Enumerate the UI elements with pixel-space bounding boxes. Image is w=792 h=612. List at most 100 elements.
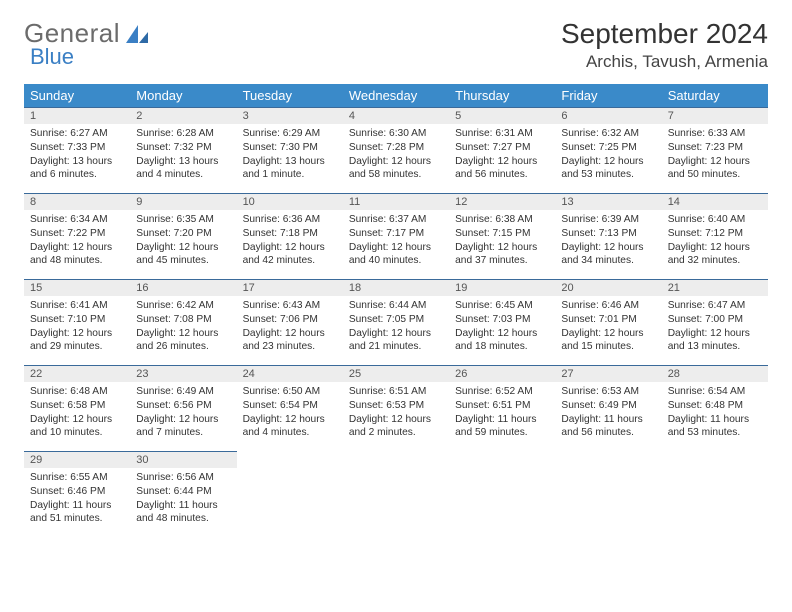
day-number: 15 [24, 280, 130, 296]
day-number: 9 [130, 194, 236, 210]
calendar-row: 8Sunrise: 6:34 AMSunset: 7:22 PMDaylight… [24, 194, 768, 280]
col-tuesday: Tuesday [237, 84, 343, 108]
sunset-line: Sunset: 7:12 PM [668, 227, 762, 241]
day-number: 2 [130, 108, 236, 124]
daylight-line: Daylight: 12 hours and 34 minutes. [561, 241, 655, 269]
sunrise-line: Sunrise: 6:45 AM [455, 299, 549, 313]
sunrise-line: Sunrise: 6:40 AM [668, 213, 762, 227]
sunset-line: Sunset: 7:28 PM [349, 141, 443, 155]
calendar-cell [237, 452, 343, 538]
sunset-line: Sunset: 7:33 PM [30, 141, 124, 155]
sunrise-line: Sunrise: 6:52 AM [455, 385, 549, 399]
sunrise-line: Sunrise: 6:38 AM [455, 213, 549, 227]
sunrise-line: Sunrise: 6:53 AM [561, 385, 655, 399]
day-body: Sunrise: 6:50 AMSunset: 6:54 PMDaylight:… [237, 382, 343, 444]
daylight-line: Daylight: 11 hours and 59 minutes. [455, 413, 549, 441]
calendar-cell: 1Sunrise: 6:27 AMSunset: 7:33 PMDaylight… [24, 108, 130, 194]
daylight-line: Daylight: 12 hours and 45 minutes. [136, 241, 230, 269]
sunrise-line: Sunrise: 6:37 AM [349, 213, 443, 227]
col-wednesday: Wednesday [343, 84, 449, 108]
daylight-line: Daylight: 12 hours and 18 minutes. [455, 327, 549, 355]
calendar-cell: 6Sunrise: 6:32 AMSunset: 7:25 PMDaylight… [555, 108, 661, 194]
day-body: Sunrise: 6:32 AMSunset: 7:25 PMDaylight:… [555, 124, 661, 186]
sunset-line: Sunset: 7:00 PM [668, 313, 762, 327]
daylight-line: Daylight: 12 hours and 2 minutes. [349, 413, 443, 441]
day-number: 23 [130, 366, 236, 382]
calendar-row: 29Sunrise: 6:55 AMSunset: 6:46 PMDayligh… [24, 452, 768, 538]
sunrise-line: Sunrise: 6:51 AM [349, 385, 443, 399]
col-sunday: Sunday [24, 84, 130, 108]
col-monday: Monday [130, 84, 236, 108]
sunset-line: Sunset: 7:32 PM [136, 141, 230, 155]
calendar-cell: 10Sunrise: 6:36 AMSunset: 7:18 PMDayligh… [237, 194, 343, 280]
sunrise-line: Sunrise: 6:35 AM [136, 213, 230, 227]
calendar-cell: 11Sunrise: 6:37 AMSunset: 7:17 PMDayligh… [343, 194, 449, 280]
sunrise-line: Sunrise: 6:34 AM [30, 213, 124, 227]
sunset-line: Sunset: 7:22 PM [30, 227, 124, 241]
sunrise-line: Sunrise: 6:56 AM [136, 471, 230, 485]
sunset-line: Sunset: 7:18 PM [243, 227, 337, 241]
daylight-line: Daylight: 12 hours and 48 minutes. [30, 241, 124, 269]
day-number: 29 [24, 452, 130, 468]
header: General September 2024 Archis, Tavush, A… [24, 18, 768, 72]
day-body: Sunrise: 6:42 AMSunset: 7:08 PMDaylight:… [130, 296, 236, 358]
day-body: Sunrise: 6:48 AMSunset: 6:58 PMDaylight:… [24, 382, 130, 444]
sunrise-line: Sunrise: 6:27 AM [30, 127, 124, 141]
calendar-cell: 3Sunrise: 6:29 AMSunset: 7:30 PMDaylight… [237, 108, 343, 194]
sunrise-line: Sunrise: 6:41 AM [30, 299, 124, 313]
daylight-line: Daylight: 12 hours and 40 minutes. [349, 241, 443, 269]
calendar-cell: 14Sunrise: 6:40 AMSunset: 7:12 PMDayligh… [662, 194, 768, 280]
daylight-line: Daylight: 13 hours and 4 minutes. [136, 155, 230, 183]
sunrise-line: Sunrise: 6:50 AM [243, 385, 337, 399]
sunset-line: Sunset: 7:25 PM [561, 141, 655, 155]
calendar-cell: 4Sunrise: 6:30 AMSunset: 7:28 PMDaylight… [343, 108, 449, 194]
calendar-cell: 17Sunrise: 6:43 AMSunset: 7:06 PMDayligh… [237, 280, 343, 366]
calendar-cell: 15Sunrise: 6:41 AMSunset: 7:10 PMDayligh… [24, 280, 130, 366]
day-body: Sunrise: 6:40 AMSunset: 7:12 PMDaylight:… [662, 210, 768, 272]
day-number: 11 [343, 194, 449, 210]
day-number: 1 [24, 108, 130, 124]
calendar-cell: 23Sunrise: 6:49 AMSunset: 6:56 PMDayligh… [130, 366, 236, 452]
sunset-line: Sunset: 7:30 PM [243, 141, 337, 155]
daylight-line: Daylight: 12 hours and 42 minutes. [243, 241, 337, 269]
sunset-line: Sunset: 6:51 PM [455, 399, 549, 413]
day-body: Sunrise: 6:52 AMSunset: 6:51 PMDaylight:… [449, 382, 555, 444]
day-number: 26 [449, 366, 555, 382]
day-number: 28 [662, 366, 768, 382]
sunrise-line: Sunrise: 6:46 AM [561, 299, 655, 313]
calendar-cell: 20Sunrise: 6:46 AMSunset: 7:01 PMDayligh… [555, 280, 661, 366]
day-body: Sunrise: 6:41 AMSunset: 7:10 PMDaylight:… [24, 296, 130, 358]
daylight-line: Daylight: 13 hours and 1 minute. [243, 155, 337, 183]
sunset-line: Sunset: 7:27 PM [455, 141, 549, 155]
sunrise-line: Sunrise: 6:32 AM [561, 127, 655, 141]
day-body: Sunrise: 6:39 AMSunset: 7:13 PMDaylight:… [555, 210, 661, 272]
daylight-line: Daylight: 12 hours and 29 minutes. [30, 327, 124, 355]
day-body: Sunrise: 6:51 AMSunset: 6:53 PMDaylight:… [343, 382, 449, 444]
sunrise-line: Sunrise: 6:43 AM [243, 299, 337, 313]
day-body: Sunrise: 6:47 AMSunset: 7:00 PMDaylight:… [662, 296, 768, 358]
calendar-cell [449, 452, 555, 538]
calendar-cell: 28Sunrise: 6:54 AMSunset: 6:48 PMDayligh… [662, 366, 768, 452]
day-number: 12 [449, 194, 555, 210]
daylight-line: Daylight: 12 hours and 32 minutes. [668, 241, 762, 269]
sunset-line: Sunset: 7:06 PM [243, 313, 337, 327]
col-thursday: Thursday [449, 84, 555, 108]
daylight-line: Daylight: 12 hours and 7 minutes. [136, 413, 230, 441]
title-block: September 2024 Archis, Tavush, Armenia [561, 18, 768, 72]
sunset-line: Sunset: 6:53 PM [349, 399, 443, 413]
sunrise-line: Sunrise: 6:44 AM [349, 299, 443, 313]
calendar-cell: 5Sunrise: 6:31 AMSunset: 7:27 PMDaylight… [449, 108, 555, 194]
day-number: 21 [662, 280, 768, 296]
calendar-cell: 8Sunrise: 6:34 AMSunset: 7:22 PMDaylight… [24, 194, 130, 280]
daylight-line: Daylight: 11 hours and 48 minutes. [136, 499, 230, 527]
calendar-table: Sunday Monday Tuesday Wednesday Thursday… [24, 84, 768, 538]
sunset-line: Sunset: 7:13 PM [561, 227, 655, 241]
day-body: Sunrise: 6:56 AMSunset: 6:44 PMDaylight:… [130, 468, 236, 530]
daylight-line: Daylight: 11 hours and 56 minutes. [561, 413, 655, 441]
day-number: 3 [237, 108, 343, 124]
daylight-line: Daylight: 11 hours and 53 minutes. [668, 413, 762, 441]
logo-text-2: Blue [30, 44, 74, 70]
sunrise-line: Sunrise: 6:28 AM [136, 127, 230, 141]
weekday-header-row: Sunday Monday Tuesday Wednesday Thursday… [24, 84, 768, 108]
day-number: 25 [343, 366, 449, 382]
